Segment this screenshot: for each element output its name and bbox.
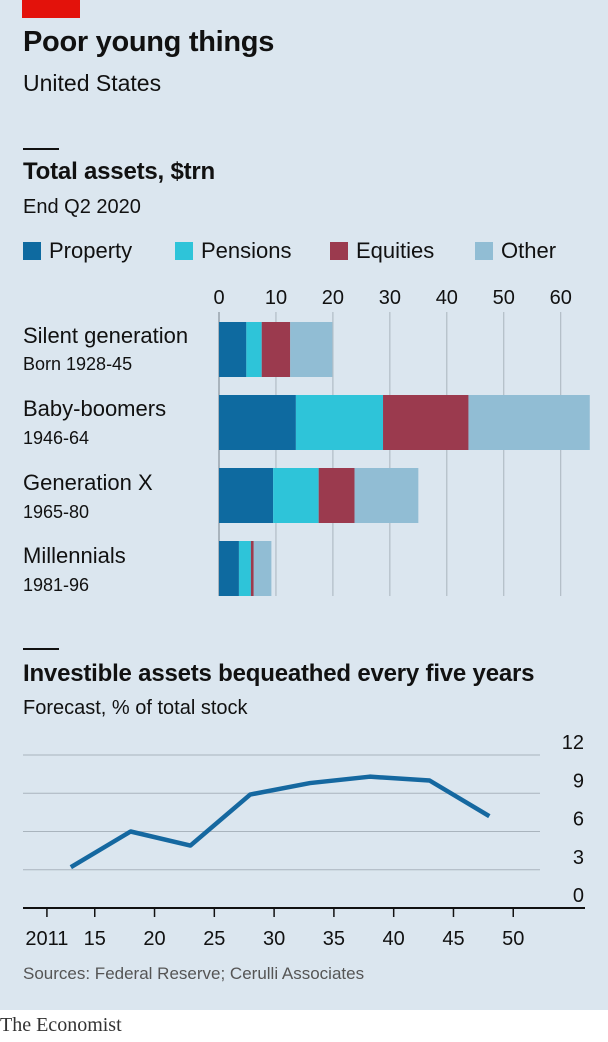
x-tick-label: 30 (263, 928, 285, 950)
bar-segment-pensions (273, 468, 319, 523)
legend-item-other: Other (475, 238, 556, 264)
y-tick-label: 9 (573, 770, 584, 792)
legend-swatch-property (23, 242, 41, 260)
category-sublabel: Born 1928-45 (23, 354, 133, 374)
bar-segment-other (468, 395, 590, 450)
bar-segment-equities (383, 395, 469, 450)
legend-label-equities: Equities (356, 238, 435, 263)
bar-segment-pensions (246, 322, 262, 377)
y-tick-label: 12 (562, 732, 584, 754)
y-tick-label: 6 (573, 809, 584, 831)
x-tick-label: 30 (379, 287, 401, 309)
legend-swatch-pensions (175, 242, 193, 260)
stacked-bar-chart: 0 10 20 30 40 50 60 (213, 287, 590, 596)
bar-segment-other (354, 468, 419, 523)
legend-label-other: Other (501, 238, 557, 263)
bar-segment-property (219, 468, 274, 523)
line-chart-title: Investible assets bequeathed every five … (23, 660, 535, 687)
bar-segment-property (219, 395, 296, 450)
legend-label-pensions: Pensions (201, 238, 292, 263)
x-tick-label: 10 (265, 287, 287, 309)
legend-item-equities: Equities (330, 238, 434, 264)
x-tick-label: 15 (84, 928, 106, 950)
x-tick-label: 20 (143, 928, 165, 950)
x-tick-label: 25 (203, 928, 225, 950)
category-sublabel: 1981-96 (23, 575, 90, 595)
page-title: Poor young things (23, 26, 275, 58)
category-label: Millennials (23, 543, 126, 568)
bar-segment-other (290, 322, 333, 377)
line-chart: 0 3 6 9 12 2011 15 20 25 30 35 40 45 50 (23, 732, 585, 950)
x-tick-label: 20 (322, 287, 344, 309)
category-sublabel: 1965-80 (23, 502, 90, 522)
legend-swatch-equities (330, 242, 348, 260)
x-tick-label: 50 (493, 287, 515, 309)
bar-segment-property (219, 541, 239, 596)
legend-label-property: Property (49, 238, 133, 263)
line-chart-subtitle: Forecast, % of total stock (23, 697, 248, 719)
x-tick-label: 2011 (25, 928, 68, 950)
category-label: Silent generation (23, 323, 189, 348)
bar-segment-other (253, 541, 272, 596)
page-subtitle: United States (23, 70, 162, 96)
legend-item-property: Property (23, 238, 132, 264)
y-tick-label: 3 (573, 847, 584, 869)
y-tick-label: 0 (573, 885, 584, 907)
x-tick-label: 45 (442, 928, 464, 950)
section-rule-1 (23, 148, 59, 150)
category-label: Baby-boomers (23, 396, 167, 421)
x-tick-label: 40 (383, 928, 405, 950)
x-tick-label: 0 (213, 287, 224, 309)
bar-segment-equities (261, 322, 291, 377)
legend-item-pensions: Pensions (175, 238, 292, 264)
x-tick-label: 50 (502, 928, 524, 950)
bar-segment-pensions (238, 541, 251, 596)
brand-red-tag (22, 0, 80, 18)
x-tick-label: 35 (323, 928, 345, 950)
source-note: Sources: Federal Reserve; Cerulli Associ… (23, 964, 365, 983)
bar-segment-pensions (295, 395, 384, 450)
bar-chart-subtitle: End Q2 2020 (23, 196, 141, 218)
category-sublabel: 1946-64 (23, 428, 90, 448)
section-rule-2 (23, 648, 59, 650)
brand-logo: The Economist (0, 1014, 122, 1036)
bar-segment-property (219, 322, 247, 377)
series-line (69, 774, 491, 870)
category-label: Generation X (23, 470, 153, 495)
x-tick-label: 60 (550, 287, 572, 309)
bar-chart-title: Total assets, $trn (23, 158, 216, 185)
bar-segment-equities (318, 468, 355, 523)
legend-swatch-other (475, 242, 493, 260)
x-tick-label: 40 (436, 287, 458, 309)
bar-segment-equities (250, 541, 254, 596)
